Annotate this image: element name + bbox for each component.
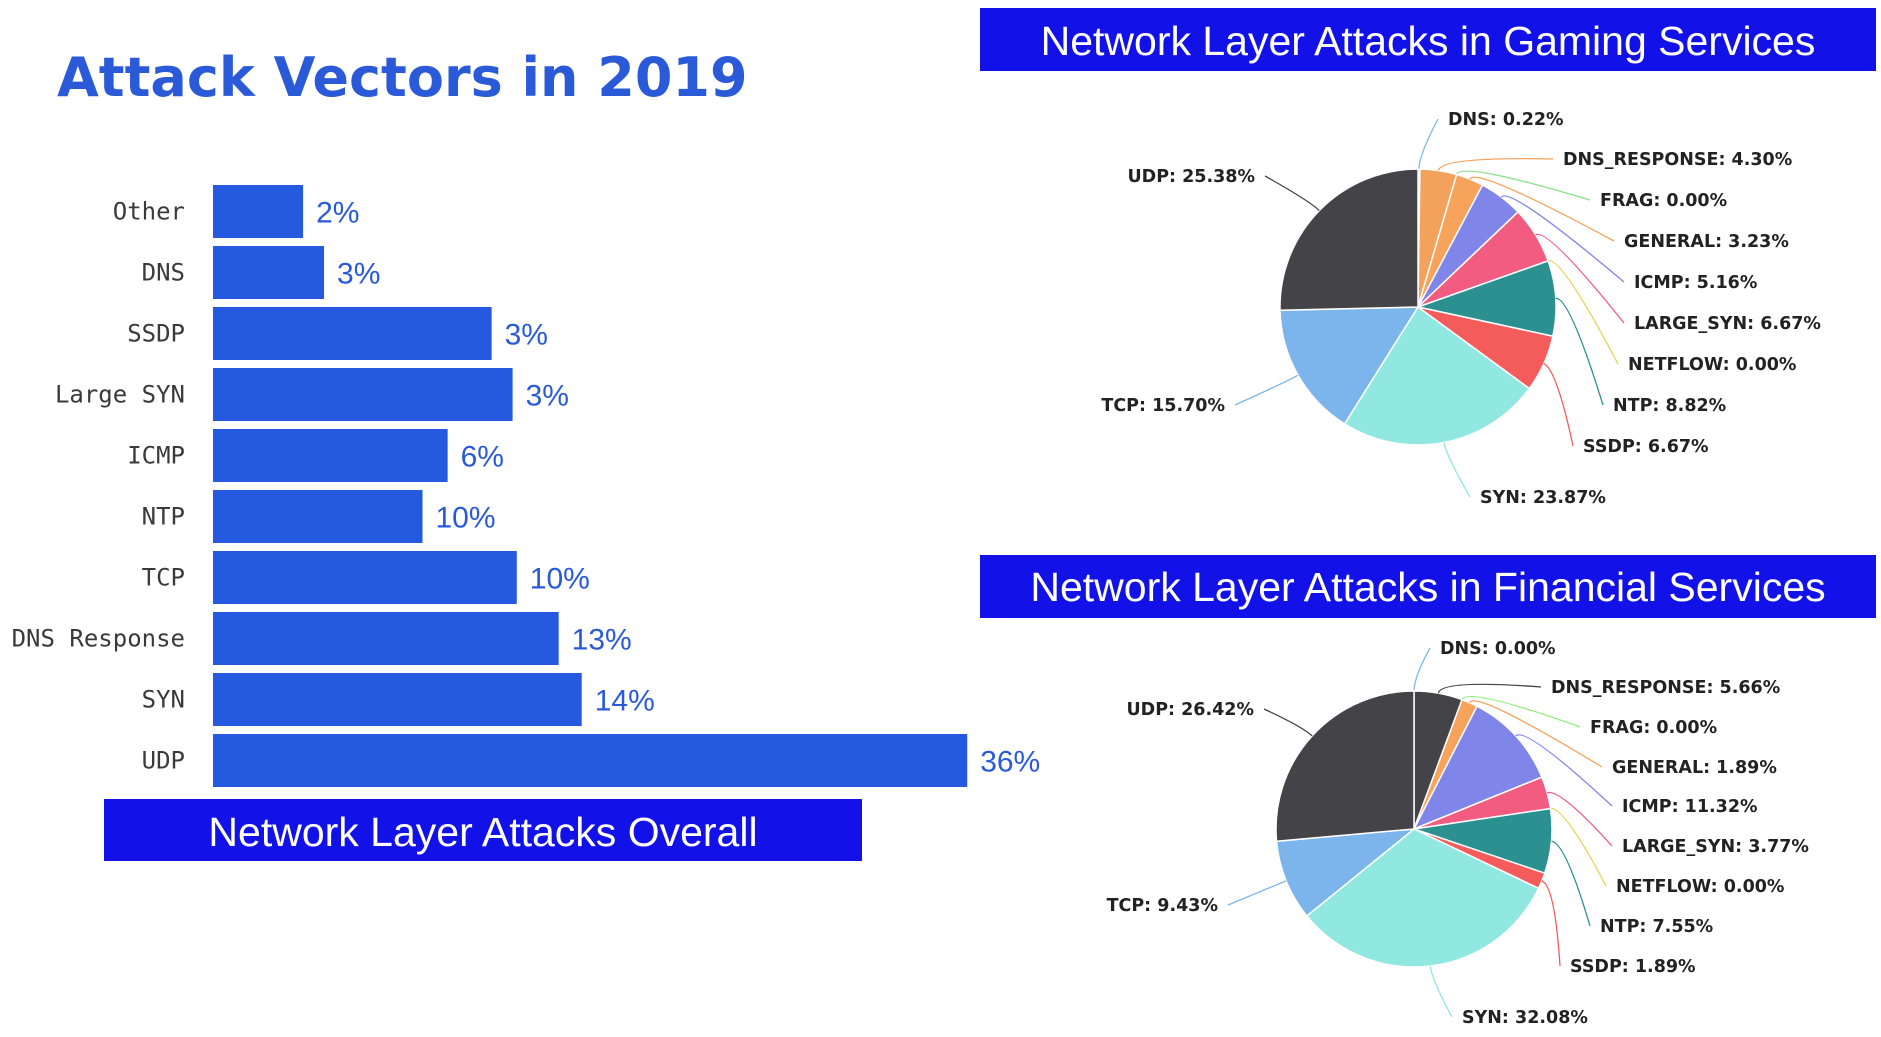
gaming-connector-ssdp <box>1543 363 1574 447</box>
gaming-pie-title: Network Layer Attacks in Gaming Services <box>1041 18 1816 64</box>
gaming-connector-dns <box>1418 118 1439 170</box>
gaming-label-dns-response: DNS_RESPONSE: 4.30% <box>1563 150 1792 170</box>
gaming-connector-syn <box>1443 442 1471 498</box>
overall-caption-banner <box>104 799 862 861</box>
gaming-label-udp: UDP: 25.38% <box>1127 167 1255 187</box>
financial-label-large-syn: LARGE_SYN: 3.77% <box>1622 837 1809 857</box>
gaming-label-netflow: NETFLOW: 0.00% <box>1628 355 1796 375</box>
category-label-large-syn: Large SYN <box>55 381 185 409</box>
bar-ntp <box>213 490 423 543</box>
gaming-label-dns: DNS: 0.22% <box>1448 110 1564 130</box>
financial-label-dns: DNS: 0.00% <box>1440 639 1556 659</box>
value-label-tcp: 10% <box>530 563 590 596</box>
financial-label-icmp: ICMP: 11.32% <box>1622 797 1758 817</box>
bar-udp <box>213 734 968 787</box>
financial-label-ssdp: SSDP: 1.89% <box>1570 957 1696 977</box>
financial-slice-icmp <box>1412 705 1543 831</box>
gaming-connector-large-syn <box>1535 233 1625 324</box>
financial-connector-ntp <box>1551 840 1591 927</box>
financial-label-tcp: TCP: 9.43% <box>1107 896 1218 916</box>
financial-slice-udp <box>1275 690 1415 843</box>
bar-tcp <box>213 551 517 604</box>
financial-slice-tcp <box>1275 828 1417 917</box>
value-label-syn: 14% <box>595 685 655 718</box>
gaming-connector-icmp <box>1500 195 1625 283</box>
financial-connector-dns-response <box>1437 683 1542 694</box>
gaming-label-frag: FRAG: 0.00% <box>1600 191 1727 211</box>
value-label-udp: 36% <box>980 746 1040 779</box>
financial-label-frag: FRAG: 0.00% <box>1590 718 1717 738</box>
bar-ssdp <box>213 307 492 360</box>
bar-syn <box>213 673 582 726</box>
financial-connector-large-syn <box>1546 791 1613 847</box>
overall-bar-chart: Other 2% DNS 3% SSDP 3% Large SYN 3% ICMP 6% NTP 10… <box>12 185 1040 787</box>
gaming-slice-tcp <box>1279 306 1420 425</box>
category-label-ntp: NTP <box>142 503 185 531</box>
financial-connector-general <box>1469 700 1603 768</box>
gaming-connector-netflow <box>1547 260 1619 365</box>
category-label-other: Other <box>113 198 185 226</box>
bar-icmp <box>213 429 448 482</box>
financial-title-banner <box>980 555 1876 618</box>
bar-other <box>213 185 304 238</box>
gaming-connector-general <box>1469 176 1615 242</box>
value-label-other: 2% <box>316 197 359 230</box>
bar-dns <box>213 246 325 299</box>
gaming-pie-chart: DNS: 0.22% DNS_RESPONSE: 4.30% FRAG: 0.00%… <box>1101 110 1821 508</box>
financial-pie-chart: DNS: 0.00% DNS_RESPONSE: 5.66% FRAG: 0.00%… <box>1107 639 1809 1028</box>
page-title: Attack Vectors in 2019 <box>57 46 748 109</box>
financial-connector-icmp <box>1515 734 1613 807</box>
value-label-ntp: 10% <box>436 502 496 535</box>
gaming-connector-tcp <box>1234 374 1299 406</box>
financial-connector-ssdp <box>1541 880 1561 967</box>
financial-connector-dns <box>1413 647 1431 692</box>
gaming-label-large-syn: LARGE_SYN: 6.67% <box>1634 314 1821 334</box>
financial-label-dns-response: DNS_RESPONSE: 5.66% <box>1551 678 1780 698</box>
gaming-slice-syn <box>1343 305 1531 446</box>
gaming-label-icmp: ICMP: 5.16% <box>1634 273 1757 293</box>
value-label-large-syn: 3% <box>526 380 569 413</box>
category-label-dns-response: DNS Response <box>12 625 185 653</box>
financial-label-general: GENERAL: 1.89% <box>1612 758 1777 778</box>
financial-slice-syn <box>1305 828 1540 968</box>
financial-connector-tcp <box>1227 880 1287 906</box>
gaming-label-tcp: TCP: 15.70% <box>1101 396 1225 416</box>
gaming-label-ssdp: SSDP: 6.67% <box>1583 437 1709 457</box>
category-label-icmp: ICMP <box>127 442 185 470</box>
financial-label-syn: SYN: 32.08% <box>1462 1008 1588 1028</box>
financial-connector-syn <box>1429 965 1453 1018</box>
category-label-tcp: TCP <box>142 564 185 592</box>
gaming-connector-udp <box>1264 175 1320 212</box>
financial-pie-title: Network Layer Attacks in Financial Servi… <box>1030 564 1825 610</box>
gaming-connector-ntp <box>1555 297 1604 406</box>
category-label-udp: UDP <box>142 747 185 775</box>
overall-caption: Network Layer Attacks Overall <box>208 809 757 855</box>
financial-connector-netflow <box>1550 807 1607 887</box>
financial-connector-udp <box>1263 708 1313 737</box>
gaming-title-banner <box>980 8 1876 71</box>
category-label-ssdp: SSDP <box>127 320 185 348</box>
category-label-dns: DNS <box>142 259 185 287</box>
value-label-dns-response: 13% <box>572 624 632 657</box>
financial-connector-frag <box>1461 695 1581 728</box>
gaming-label-syn: SYN: 23.87% <box>1480 488 1606 508</box>
financial-label-netflow: NETFLOW: 0.00% <box>1616 877 1784 897</box>
gaming-connector-dns-response <box>1437 158 1554 171</box>
gaming-label-ntp: NTP: 8.82% <box>1613 396 1726 416</box>
value-label-icmp: 6% <box>461 441 504 474</box>
financial-label-udp: UDP: 26.42% <box>1126 700 1254 720</box>
gaming-label-general: GENERAL: 3.23% <box>1624 232 1789 252</box>
gaming-connector-frag <box>1456 170 1591 201</box>
category-label-syn: SYN <box>142 686 185 714</box>
value-label-ssdp: 3% <box>505 319 548 352</box>
value-label-dns: 3% <box>337 258 380 291</box>
bar-large-syn <box>213 368 513 421</box>
bar-dns-response <box>213 612 559 665</box>
gaming-slice-udp <box>1279 168 1419 312</box>
financial-label-ntp: NTP: 7.55% <box>1600 917 1713 937</box>
